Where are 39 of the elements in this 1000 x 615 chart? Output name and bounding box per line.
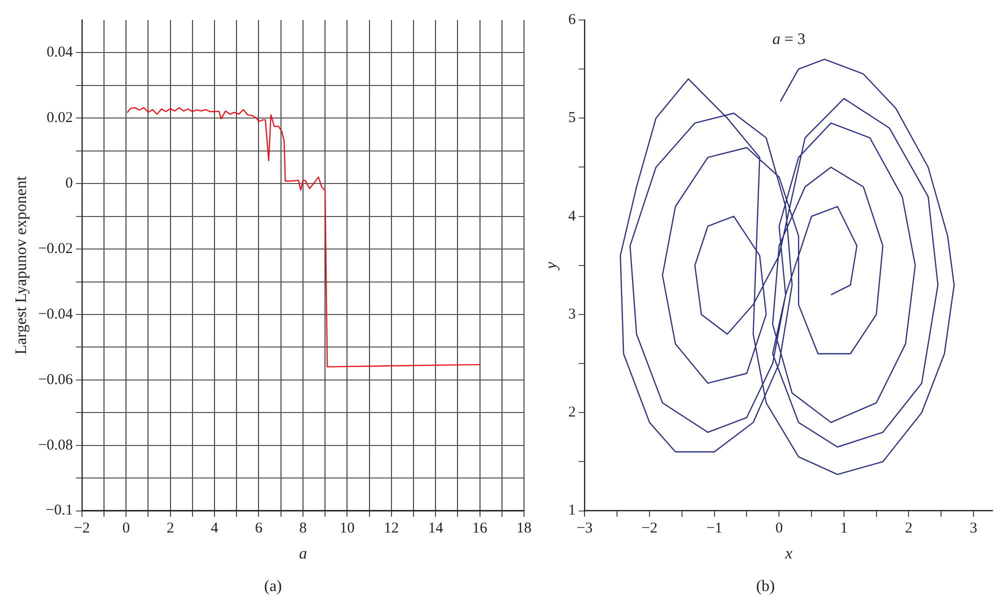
x-tick-label: 8 [299, 520, 307, 537]
x-tick-label: −1 [706, 520, 722, 537]
x-tick-label: 1 [840, 520, 848, 537]
y-tick-label: 3 [568, 306, 576, 322]
x-tick-label: 0 [122, 520, 130, 537]
y-tick-label: −0.08 [38, 437, 73, 454]
x-tick-label: 3 [970, 520, 978, 537]
x-tick-label: −2 [642, 520, 658, 537]
y-tick-label: 5 [568, 110, 576, 126]
x-tick-label: −3 [576, 520, 593, 537]
x-tick-label: 16 [472, 520, 488, 537]
y-axis-title: Largest Lyapunov exponent [12, 176, 30, 355]
x-tick-label: 2 [166, 520, 174, 537]
x-tick-label: 10 [340, 520, 355, 537]
y-tick-label: 0 [65, 176, 73, 192]
y-tick-label: 6 [568, 12, 576, 28]
x-axis-title: a [298, 546, 307, 563]
y-axis-title: y [542, 260, 560, 271]
y-tick-label: 4 [568, 208, 576, 224]
y-tick-label: 0.02 [46, 110, 73, 126]
y-tick-label: −0.1 [46, 502, 73, 519]
x-tick-label: 0 [775, 520, 783, 537]
text: a = 3 [772, 31, 806, 48]
x-tick-label: 18 [516, 520, 532, 537]
y-tick-label: −0.04 [38, 306, 74, 322]
text: (a) [263, 578, 283, 596]
x-tick-label: 14 [428, 520, 444, 537]
x-tick-label: 4 [210, 520, 219, 537]
text: (b) [755, 578, 776, 596]
y-tick-label: −0.02 [38, 240, 73, 257]
x-axis-title: x [784, 546, 792, 563]
y-tick-label: 0.04 [46, 44, 74, 61]
x-tick-label: 6 [254, 520, 263, 537]
y-tick-label: 1 [568, 502, 576, 519]
x-tick-label: 2 [905, 520, 912, 537]
x-tick-label: −2 [74, 520, 90, 537]
y-tick-label: −0.06 [38, 372, 74, 388]
x-tick-label: 12 [384, 520, 399, 537]
y-tick-label: 2 [568, 404, 576, 421]
